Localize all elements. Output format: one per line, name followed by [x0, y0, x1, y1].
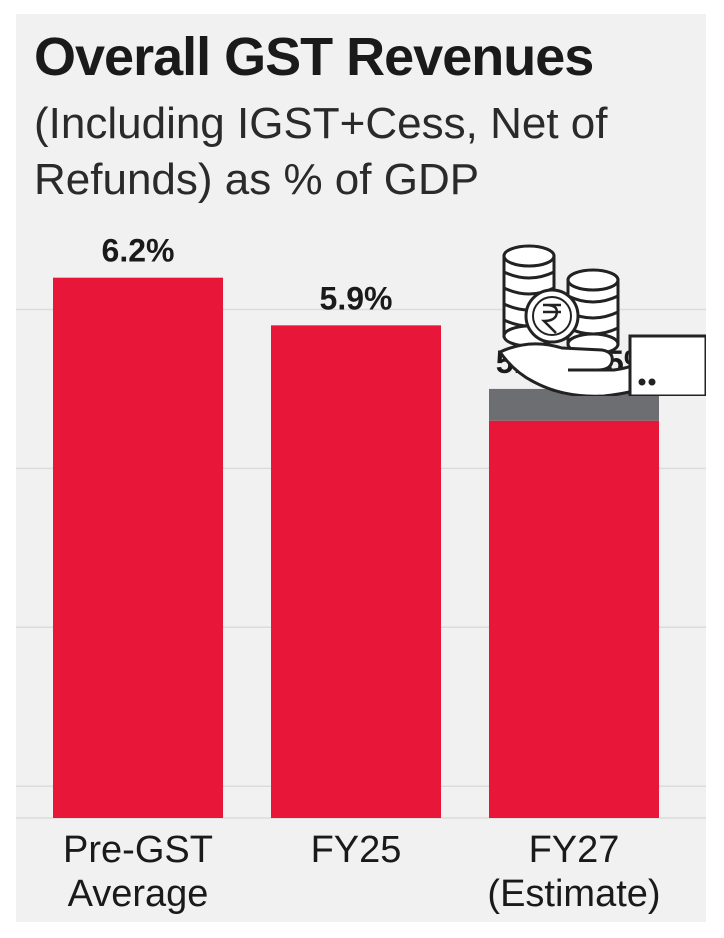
chart-card: Overall GST Revenues (Including IGST+Ces…: [16, 14, 706, 922]
tick-label-line: (Estimate): [487, 873, 660, 915]
coins-in-hand-icon: [497, 244, 706, 396]
chart-title: Overall GST Revenues: [34, 27, 594, 87]
tick-label-line: Average: [68, 873, 209, 915]
bar: [489, 420, 659, 818]
chart-subtitle: (Including IGST+Cess, Net of Refunds) as…: [34, 99, 608, 204]
tick-label-line: FY25: [311, 829, 402, 871]
hand-icon: [497, 334, 706, 396]
bar: [53, 277, 223, 819]
bar: [271, 325, 441, 818]
bar-chart: 6.2%Pre-GSTAverage5.9%FY255.3%-5.5%FY27(…: [16, 233, 706, 915]
tick-label: Pre-GST Average: [63, 829, 213, 915]
rupee-coin-icon: [524, 288, 580, 344]
data-label: 6.2%: [102, 233, 175, 269]
tick-label-line: Pre-GST: [63, 829, 213, 871]
tick-label-line: FY27: [529, 829, 620, 871]
tick-label: FY25: [311, 829, 402, 871]
tick-label: FY27 (Estimate): [487, 829, 660, 915]
data-label: 5.9%: [320, 280, 393, 316]
